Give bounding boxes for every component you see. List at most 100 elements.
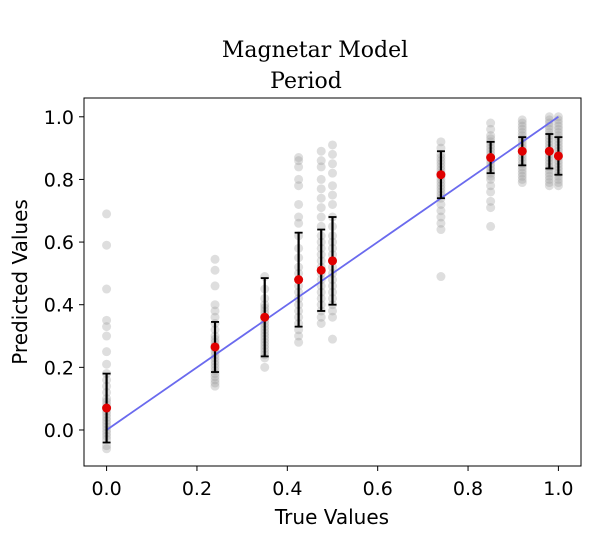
scatter-point: [328, 199, 337, 209]
scatter-point: [102, 240, 112, 250]
scatter-point: [553, 181, 563, 191]
scatter-point: [328, 190, 337, 200]
scatter-point: [210, 300, 220, 310]
scatter-point: [328, 168, 337, 178]
x-tick-label: 0.2: [182, 478, 212, 500]
scatter-point: [486, 131, 496, 141]
scatter-point: [486, 196, 496, 206]
chart-title-line-2: Period: [270, 69, 342, 94]
scatter-point: [294, 337, 304, 347]
scatter-point: [294, 212, 304, 222]
scatter-point: [544, 112, 554, 122]
scatter-point: [328, 149, 337, 159]
scatter-point: [328, 334, 337, 344]
scatter-point: [436, 218, 446, 228]
scatter-point: [517, 178, 527, 188]
scatter-point: [517, 115, 527, 125]
scatter-point: [436, 199, 446, 209]
scatter-point: [316, 146, 326, 156]
scatter-point: [210, 378, 220, 388]
scatter-point: [544, 171, 554, 181]
scatter-point: [553, 174, 563, 184]
scatter-point: [517, 174, 527, 184]
scatter-point: [294, 199, 304, 209]
scatter-point: [210, 281, 220, 291]
scatter-point: [553, 124, 563, 134]
mean-point: [486, 153, 496, 163]
scatter-point: [102, 444, 112, 454]
mean-point: [553, 151, 563, 161]
scatter-point: [517, 124, 527, 134]
scatter-point: [210, 265, 220, 275]
scatter-point: [517, 118, 527, 128]
scatter-point: [328, 181, 337, 191]
scatter-point: [316, 156, 326, 166]
y-tick-label: 0.2: [44, 357, 74, 379]
scatter-point: [102, 315, 112, 325]
chart-title-line-1: Magnetar Model: [222, 38, 408, 63]
scatter-point: [436, 206, 446, 216]
scatter-point: [517, 171, 527, 181]
mean-point-layer: [102, 146, 563, 413]
scatter-point: [294, 331, 304, 341]
scatter-point: [102, 322, 112, 332]
scatter-point: [210, 381, 220, 391]
scatter-point: [544, 174, 554, 184]
scatter-point: [486, 181, 496, 191]
scatter-point: [486, 221, 496, 231]
mean-point: [102, 403, 112, 413]
scatter-point: [544, 178, 554, 188]
y-tick-label: 0.6: [44, 232, 74, 254]
scatter-point: [436, 272, 446, 282]
mean-point: [260, 312, 270, 322]
scatter-point: [486, 174, 496, 184]
scatter-point: [210, 306, 220, 316]
scatter-point: [294, 162, 304, 172]
scatter-point: [544, 181, 554, 191]
x-tick-label: 0.6: [363, 478, 393, 500]
scatter-point: [544, 168, 554, 178]
scatter-point: [102, 284, 112, 294]
scatter-point: [553, 127, 563, 137]
scatter-point: [316, 203, 326, 213]
scatter-point: [328, 159, 337, 169]
scatter-point: [486, 118, 496, 128]
y-axis-ticks: 0.0 0.2 0.4 0.6 0.8 1.0: [44, 107, 84, 442]
scatter-point: [517, 121, 527, 131]
scatter-point: [553, 121, 563, 131]
mean-point: [517, 146, 527, 156]
scatter-point: [294, 153, 304, 163]
scatter-point: [102, 359, 112, 369]
x-tick-label: 0.4: [272, 478, 302, 500]
scatter-point: [328, 306, 337, 316]
y-tick-label: 0.4: [44, 295, 74, 317]
scatter-point: [436, 137, 446, 147]
scatter-point: [316, 193, 326, 203]
y-tick-label: 0.8: [44, 169, 74, 191]
mean-point: [328, 256, 337, 266]
scatter-point: [436, 212, 446, 222]
scatter-point: [294, 218, 304, 228]
scatter-point: [294, 156, 304, 166]
x-tick-label: 0.8: [453, 478, 483, 500]
scatter-point: [316, 312, 326, 322]
scatter-point: [553, 118, 563, 128]
x-tick-label: 1.0: [543, 478, 573, 500]
scatter-point: [486, 124, 496, 134]
scatter-point: [553, 178, 563, 188]
scatter-point: [316, 212, 326, 222]
y-tick-label: 0.0: [44, 420, 74, 442]
y-tick-label: 1.0: [44, 107, 74, 129]
scatter-point: [102, 347, 112, 357]
y-axis-label: Predicted Values: [8, 199, 32, 365]
scatter-point: [102, 209, 112, 219]
scatter-point: [328, 140, 337, 150]
mean-point: [436, 170, 446, 180]
scatter-point: [260, 362, 270, 372]
scatter-point: [210, 254, 220, 264]
x-axis-ticks: 0.0 0.2 0.4 0.6 0.8 1.0: [91, 466, 574, 500]
mean-point: [316, 265, 326, 275]
scatter-point: [316, 318, 326, 328]
scatter-point: [544, 124, 554, 134]
